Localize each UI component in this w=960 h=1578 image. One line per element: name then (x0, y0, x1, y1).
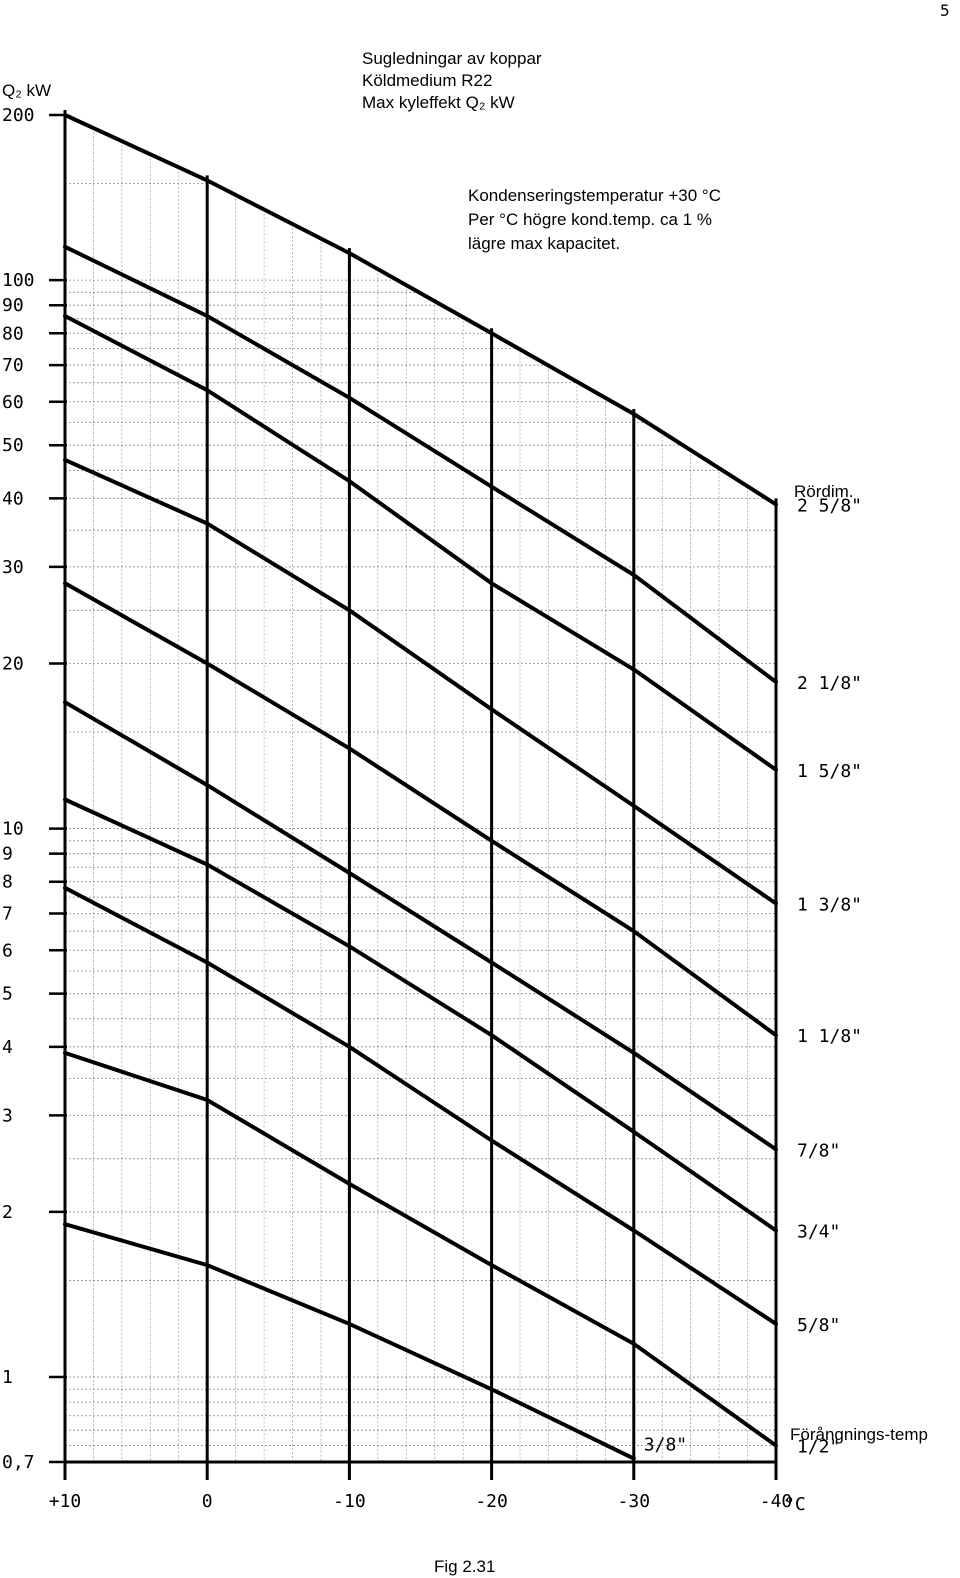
note-line-1: Kondenseringstemperatur +30 °C (468, 186, 721, 205)
x-tick-label: -20 (475, 1491, 508, 1512)
y-tick-label: 10 (2, 819, 24, 840)
note-line-2: Per °C högre kond.temp. ca 1 % (468, 210, 712, 229)
series-line (63, 700, 778, 1152)
label-layer: 200 100 90 80 70 60 50 40 30 20 10 9 8 7 6 5 4 3 2 1 0,7 +10 0… (2, 105, 862, 1512)
series-label: 5/8" (797, 1315, 840, 1336)
series-line (63, 314, 778, 772)
legend-title: Rördim. (794, 482, 854, 501)
title-line-3: Max kyleffekt Q₂ kW (362, 93, 515, 112)
series-line (63, 581, 778, 1038)
series-label: 3/4" (797, 1222, 840, 1243)
series-label: 2 5/8" (797, 495, 862, 516)
x-tick-label: -10 (333, 1491, 366, 1512)
y-tick-label: 70 (2, 355, 24, 376)
series-label: 1 3/8" (797, 895, 862, 916)
y-tick-label: 200 (2, 105, 35, 126)
grid-layer (64, 114, 777, 1463)
series-label: 1 5/8" (797, 761, 862, 782)
y-tick-label: 6 (2, 940, 13, 961)
y-tick-label: 20 (2, 653, 24, 674)
y-tick-label: 7 (2, 904, 13, 925)
y-tick-label: 5 (2, 984, 13, 1005)
series-label: 1/2" (797, 1437, 840, 1458)
series-line (63, 885, 778, 1326)
y-tick-label: 90 (2, 295, 24, 316)
y-tick-label: 4 (2, 1037, 13, 1058)
series-line (63, 244, 778, 684)
series-line (63, 797, 778, 1233)
x-tick-label: +10 (49, 1491, 82, 1512)
x-axis-label: Förångnings-temp (790, 1425, 928, 1444)
series-line (63, 113, 778, 507)
y-tick-label: 40 (2, 488, 24, 509)
y-tick-label: 50 (2, 435, 24, 456)
y-tick-label: 1 (2, 1367, 13, 1388)
y-tick-label: 8 (2, 872, 13, 893)
series-label: 2 1/8" (797, 673, 862, 694)
x-axis-unit: °C (784, 1494, 806, 1515)
condensing-note: Kondenseringstemperatur +30 °C Per °C hö… (468, 186, 721, 253)
series-label: 1 1/8" (797, 1026, 862, 1047)
series-label: 3/8" (644, 1435, 687, 1456)
y-tick-label: 9 (2, 844, 13, 865)
series-label: 7/8" (797, 1140, 840, 1161)
figure-caption: Fig 2.31 (434, 1557, 495, 1576)
y-tick-label: 30 (2, 557, 24, 578)
series-line (63, 1222, 636, 1461)
y-tick-label: 100 (2, 270, 35, 291)
y-tick-label: 2 (2, 1202, 13, 1223)
y-tick-label: 3 (2, 1105, 13, 1126)
axis-layer (49, 110, 778, 1480)
series-line (63, 457, 778, 906)
title-line-1: Sugledningar av koppar (362, 49, 542, 68)
series-layer (63, 113, 778, 1461)
y-tick-label: 80 (2, 323, 24, 344)
title-line-2: Köldmedium R22 (362, 71, 492, 90)
x-tick-label: -30 (618, 1491, 651, 1512)
x-tick-label: -40 (760, 1491, 793, 1512)
series-line (63, 1050, 778, 1448)
note-line-3: lägre max kapacitet. (468, 234, 620, 253)
y-tick-label: 60 (2, 392, 24, 413)
chart-title: Sugledningar av koppar Köldmedium R22 Ma… (362, 49, 542, 112)
y-tick-label: 0,7 (2, 1452, 35, 1473)
x-tick-label: 0 (202, 1491, 213, 1512)
page-number: 5 (940, 1, 950, 20)
y-axis-label: Q₂ kW (2, 81, 51, 100)
